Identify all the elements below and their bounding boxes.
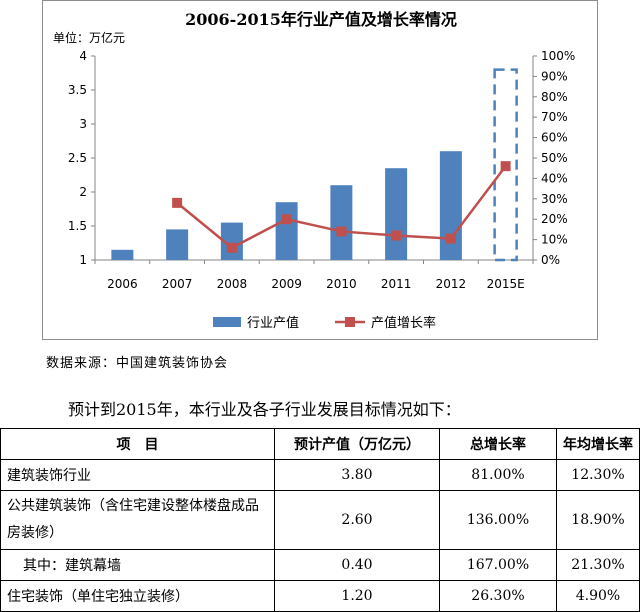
header-total-growth: 总增长率: [439, 428, 557, 460]
row-total-growth: 81.00%: [439, 459, 557, 491]
y-left-tick-label: 3.5: [68, 83, 87, 97]
bar-行业产值-2007: [166, 229, 189, 260]
bar-行业产值-2011: [385, 168, 408, 260]
row-annual-growth: 21.30%: [556, 549, 640, 581]
row-annual-growth: 18.90%: [556, 490, 640, 550]
y-right-tick-label: 30%: [541, 192, 568, 206]
row-name: 公共建筑装饰（含住宅建设整体楼盘成品房装修）: [0, 490, 275, 550]
table-header-row: 项 目 预计产值（万亿元） 总增长率 年均增长率: [0, 428, 640, 460]
row-name: 住宅装饰（单住宅独立装修）: [0, 580, 275, 612]
x-tick-label: 2009: [271, 277, 302, 291]
y-right-tick-label: 90%: [541, 69, 568, 83]
y-right-tick-label: 20%: [541, 212, 568, 226]
y-left-tick-label: 2: [79, 185, 87, 199]
chart-container: 2006-2015年行业产值及增长率情况 单位：万亿元 1 1.5 2 2.5 3 3.5 4 0…: [42, 0, 598, 340]
legend-swatch-marker: [345, 317, 355, 327]
bar-行业产值-2006: [111, 249, 134, 260]
row-value: 3.80: [274, 459, 440, 491]
row-total-growth: 136.00%: [439, 490, 557, 550]
row-annual-growth: 12.30%: [556, 459, 640, 491]
y-right-tick-label: 10%: [541, 233, 568, 247]
source-note: 数据来源：中国建筑装饰协会: [46, 356, 229, 371]
row-name: 其中：建筑幕墙: [0, 549, 275, 581]
row-total-growth: 26.30%: [439, 580, 557, 612]
bar-行业产值-2009: [275, 202, 298, 260]
header-value: 预计产值（万亿元）: [274, 428, 440, 460]
y-right-tick-label: 50%: [541, 151, 568, 165]
row-value: 2.60: [274, 490, 440, 550]
y-right-tick-label: 70%: [541, 110, 568, 124]
row-annual-growth: 4.90%: [556, 580, 640, 612]
x-tick-label: 2007: [162, 277, 193, 291]
y-left-tick-label: 4: [79, 49, 87, 63]
y-right-tick-label: 40%: [541, 171, 568, 185]
unit-label: 单位：万亿元: [53, 30, 125, 45]
bar-行业产值-2010: [330, 185, 353, 260]
x-tick-label: 2015E: [487, 277, 525, 291]
point-产值增长率-2010: [336, 226, 347, 237]
y-left-tick-label: 3: [79, 117, 87, 131]
table-row: 公共建筑装饰（含住宅建设整体楼盘成品房装修） 2.60 136.00% 18.9…: [0, 490, 640, 550]
bar-行业产值-2008: [220, 222, 243, 260]
x-tick-label: 2011: [381, 277, 412, 291]
legend-swatch-bar: [213, 317, 241, 327]
point-产值增长率-2008: [226, 242, 237, 253]
y-right-tick-label: 60%: [541, 131, 568, 145]
bar-行业产值-2012: [439, 151, 462, 260]
bar-行业产值-2015E: [493, 68, 518, 262]
x-tick-label: 2010: [326, 277, 357, 291]
header-item: 项 目: [0, 428, 275, 460]
y-left-tick-label: 1: [79, 253, 87, 267]
row-total-growth: 167.00%: [439, 549, 557, 581]
x-tick-label: 2008: [217, 277, 248, 291]
x-tick-label: 2006: [107, 277, 138, 291]
point-产值增长率-2012: [445, 233, 456, 244]
table-row: 其中：建筑幕墙 0.40 167.00% 21.30%: [0, 549, 640, 581]
chart-title: 2006-2015年行业产值及增长率情况: [185, 10, 457, 29]
x-tick-label: 2012: [436, 277, 467, 291]
combo-chart: 2006-2015年行业产值及增长率情况单位：万亿元11.522.533.540…: [53, 10, 575, 331]
point-产值增长率-2011: [391, 230, 402, 241]
point-产值增长率-2009: [281, 214, 292, 225]
row-value: 1.20: [274, 580, 440, 612]
intro-paragraph: 预计到2015年，本行业及各子行业发展目标情况如下：: [68, 400, 461, 419]
legend-label-bar: 行业产值: [247, 315, 299, 331]
table-row: 住宅装饰（单住宅独立装修） 1.20 26.30% 4.90%: [0, 580, 640, 612]
legend-label-line: 产值增长率: [371, 315, 436, 331]
row-value: 0.40: [274, 549, 440, 581]
row-name: 建筑装饰行业: [0, 459, 275, 491]
point-产值增长率-2015E: [500, 161, 511, 172]
y-right-tick-label: 100%: [541, 49, 575, 63]
y-left-tick-label: 2.5: [68, 151, 87, 165]
table-row: 建筑装饰行业 3.80 81.00% 12.30%: [0, 459, 640, 491]
targets-table: 项 目 预计产值（万亿元） 总增长率 年均增长率 建筑装饰行业 3.80 81.…: [0, 428, 640, 612]
point-产值增长率-2007: [172, 197, 183, 208]
y-left-tick-label: 1.5: [68, 219, 87, 233]
y-right-tick-label: 80%: [541, 90, 568, 104]
y-right-tick-label: 0%: [541, 253, 560, 267]
header-annual-growth: 年均增长率: [556, 428, 640, 460]
